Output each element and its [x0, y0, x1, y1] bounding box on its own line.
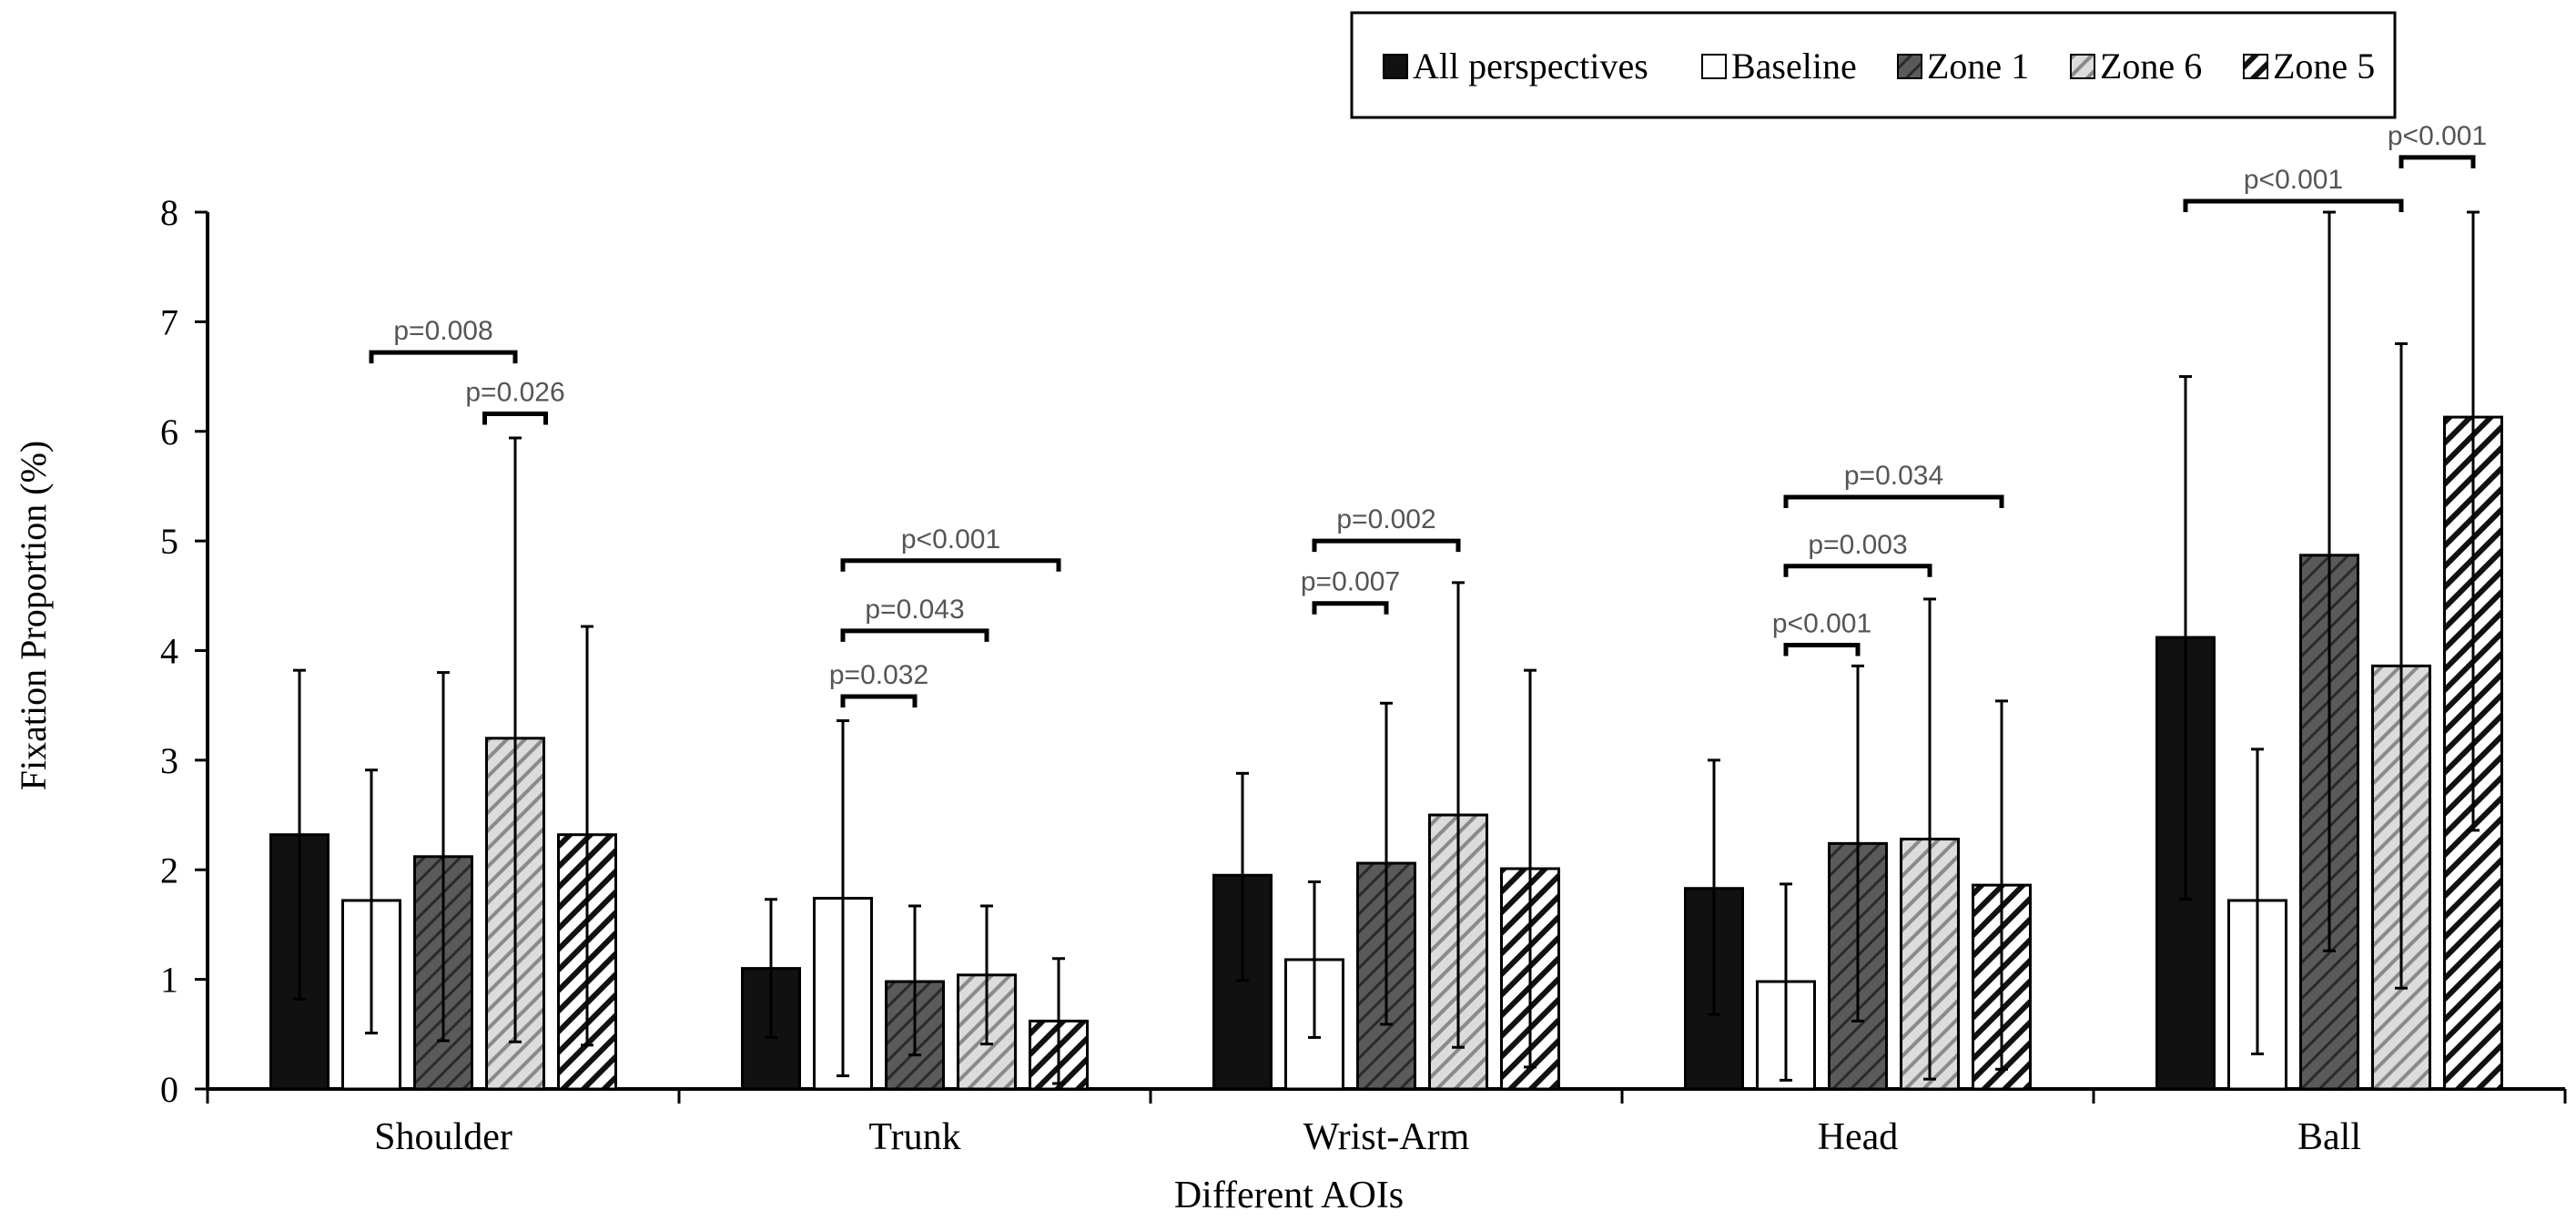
significance-bracket	[840, 628, 989, 642]
legend-swatch	[2070, 54, 2095, 79]
y-tick-label: 6	[160, 412, 178, 453]
y-tick-label: 3	[160, 740, 178, 781]
significance-label: p=0.026	[465, 377, 564, 407]
significance-bracket	[1783, 494, 2004, 508]
significance-label: p<0.001	[1772, 608, 1871, 638]
legend-item-zone-1: Zone 1	[1897, 46, 2029, 86]
y-axis-title: Fixation Proportion (%)	[13, 441, 54, 790]
y-tick-label: 8	[160, 192, 178, 233]
x-axis-title: Different AOIs	[1174, 1175, 1404, 1216]
significance-label: p=0.032	[829, 660, 928, 690]
legend-swatch	[1897, 54, 1922, 79]
y-tick-label: 4	[160, 631, 178, 672]
significance-bracket	[2183, 198, 2404, 212]
y-tick-label: 0	[160, 1069, 178, 1110]
legend-label: Baseline	[1731, 46, 1857, 86]
significance-label: p=0.008	[393, 316, 492, 346]
category-label-ball: Ball	[2297, 1116, 2361, 1158]
significance-bracket	[1783, 564, 1932, 577]
legend-swatch	[2243, 54, 2268, 79]
legend-label: Zone 6	[2100, 46, 2202, 86]
plot-area: 0 1 2 3 4 5 6 7 8 Shoulder Trunk Wrist-Arm Head Ball p…	[160, 121, 2567, 1158]
significance-bracket	[1783, 642, 1861, 656]
legend: All perspectives Baseline Zone 1 Zone 6 …	[1350, 11, 2397, 119]
category-label-head: Head	[1818, 1116, 1899, 1158]
significance-label: p<0.001	[901, 524, 1000, 555]
legend-label: All perspectives	[1413, 46, 1648, 86]
legend-item-all-perspectives: All perspectives	[1383, 46, 1648, 86]
significance-bracket	[369, 350, 518, 364]
significance-label: p=0.007	[1301, 567, 1400, 597]
significance-label: p<0.001	[2244, 165, 2343, 195]
significance-bracket	[2399, 155, 2476, 168]
legend-swatch	[1701, 54, 1727, 79]
y-tick-label: 2	[160, 850, 178, 890]
significance-bracket	[482, 411, 548, 425]
legend-swatch	[1383, 54, 1408, 79]
significance-label: p=0.043	[865, 595, 964, 625]
legend-frame	[1350, 11, 2397, 119]
legend-item-zone-5: Zone 5	[2243, 46, 2375, 86]
significance-label: p=0.003	[1808, 530, 1907, 560]
y-tick-label: 5	[160, 521, 178, 562]
category-label-shoulder: Shoulder	[374, 1116, 512, 1158]
significance-bracket	[1312, 538, 1461, 553]
legend-item-baseline: Baseline	[1701, 46, 1857, 86]
significance-label: p=0.002	[1336, 504, 1435, 534]
significance-bracket	[840, 694, 918, 708]
significance-bracket	[840, 558, 1061, 572]
category-label-trunk: Trunk	[868, 1116, 960, 1158]
significance-label: p<0.001	[2388, 121, 2487, 151]
legend-item-zone-6: Zone 6	[2070, 46, 2202, 86]
legend-label: Zone 5	[2273, 46, 2375, 86]
y-tick-label: 1	[160, 960, 178, 1001]
significance-bracket	[1312, 601, 1389, 615]
category-label-wrist-arm: Wrist-Arm	[1303, 1116, 1470, 1158]
legend-label: Zone 1	[1927, 46, 2029, 86]
y-tick-label: 7	[160, 301, 178, 342]
significance-label: p=0.034	[1844, 461, 1943, 491]
